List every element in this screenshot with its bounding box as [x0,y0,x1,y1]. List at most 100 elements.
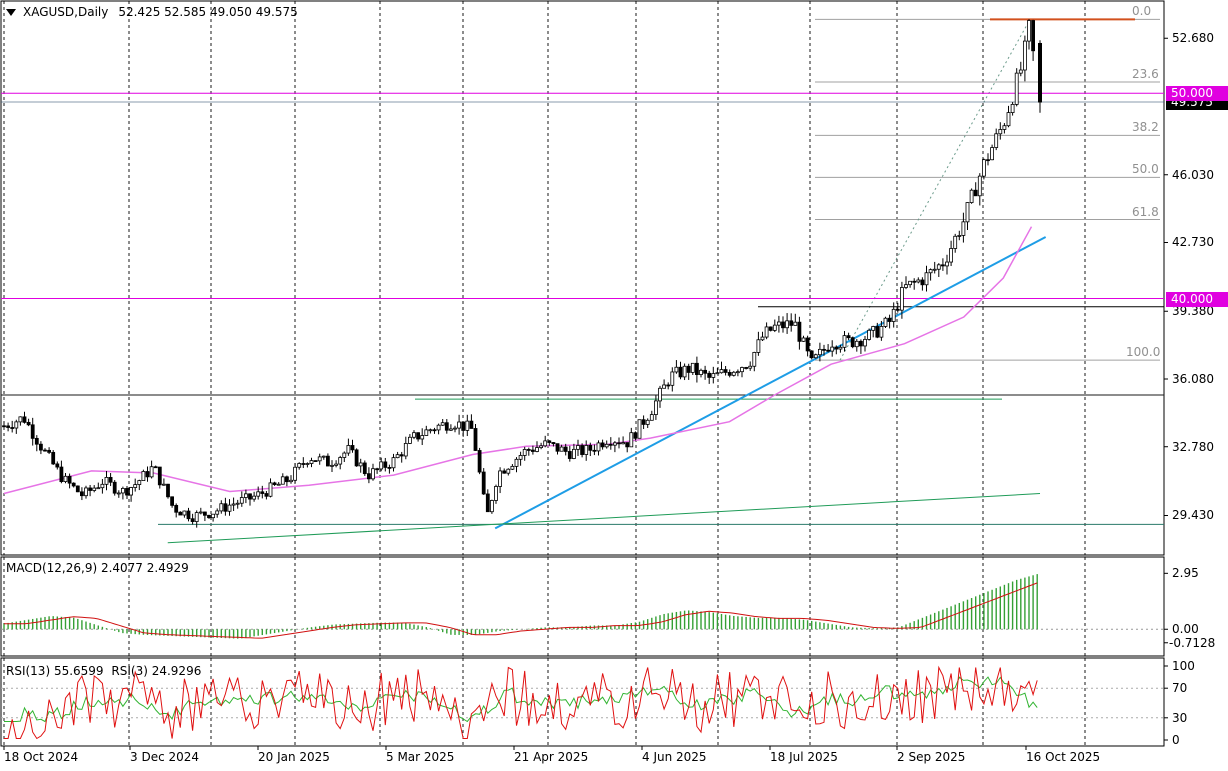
fib-level-label: 100.0 [1126,345,1161,360]
x-axis-label: 21 Apr 2025 [514,750,589,764]
candle-bull [576,445,580,450]
candle-bear [207,514,211,519]
candle-bull [330,464,334,467]
candle-bull [813,354,818,359]
candle-bull [338,457,343,465]
candle-bear [768,326,773,331]
pane-frame-2 [0,657,1165,747]
candle-bear [678,366,683,378]
candle-bull [867,329,871,340]
rsi-axis-label: 30 [1172,710,1188,725]
candle-bull [1018,69,1023,74]
candle-bull [613,442,617,446]
candle-bear [485,493,490,513]
candle-bull [518,455,523,460]
candle-bull [235,502,240,505]
candle-bear [809,350,814,359]
candle-bull [453,427,457,430]
candle-bull [412,432,416,438]
candle-bear [112,481,117,494]
candle-bull [346,445,351,454]
candle-bull [891,308,896,322]
candle-bear [272,482,277,485]
candle-bull [239,497,244,504]
candle-bear [22,416,27,423]
macd-axis-label: 2.95 [1172,566,1199,581]
candle-bear [580,445,584,455]
candle-bull [756,339,761,353]
candle-bull [932,268,937,271]
candle-bear [859,340,863,347]
chart-menu-icon[interactable] [6,8,16,16]
candle-bear [600,442,605,448]
candle-bear [170,496,175,506]
candle-bull [871,326,876,331]
pane-frame-0 [0,0,1165,556]
candle-bull [92,487,97,491]
candle-bull [297,463,302,468]
candle-bear [547,440,552,443]
rsi-title: RSI(13) 55.6599 RSI(3) 24.9296 [6,664,201,678]
candle-bull [637,419,642,439]
candle-bull [161,483,166,486]
candle-bull [994,133,999,148]
candle-bull [1002,125,1007,130]
candle-bear [526,449,531,451]
candle-bear [912,280,917,283]
candle-bear [781,321,785,329]
candle-bull [227,504,232,512]
candle-last [1038,42,1042,103]
candle-bull [440,422,445,426]
candle-bear [707,372,712,378]
candle-bear [47,449,51,453]
candle-bull [256,491,261,497]
candle-bear [248,493,252,500]
candle-bull [18,416,23,423]
candle-bull [699,369,703,375]
candle-bull [752,352,757,367]
symbol-timeframe: XAGUSD,Daily [23,5,109,19]
candle-bull [949,248,953,263]
candle-bull [465,420,470,431]
x-axis-label: 4 Jun 2025 [642,750,707,764]
candle-bull [645,419,650,425]
candle-bull [391,457,396,469]
candle-bull [141,471,146,482]
candle-bear [588,445,593,451]
candle-bull [498,470,503,487]
candle-bull [129,487,134,496]
candle-bull [621,442,625,445]
candle-bull [182,510,187,516]
candle-bull [96,487,101,490]
candle-bear [641,419,646,425]
candle-bull [539,445,543,448]
candle-bear [145,471,150,478]
macd-signal-line [4,582,1038,639]
candle-bear [43,449,47,452]
candle-bull [842,335,847,348]
y-axis-label: 32.780 [1172,439,1214,454]
candle-bull [116,492,121,495]
candle-bear [75,485,80,493]
x-axis-label: 3 Dec 2024 [130,750,200,764]
candle-bull [928,269,933,274]
candle-bear [223,503,228,512]
candle-bull [1014,72,1019,105]
candle-bull [715,372,720,375]
candle-bear [834,346,839,350]
candle-bear [387,467,392,469]
rsi-axis-label: 70 [1172,681,1188,696]
candle-bull [252,495,257,500]
candle-bear [887,317,892,322]
candle-bear [325,455,330,467]
candle-bear [686,365,691,373]
candle-bull [371,468,375,480]
candle-bull [219,503,224,512]
candle-bear [826,349,830,352]
candle-bear [59,466,64,483]
candle-bear [284,476,289,483]
candle-bull [535,447,539,452]
candle-bull [719,369,724,374]
